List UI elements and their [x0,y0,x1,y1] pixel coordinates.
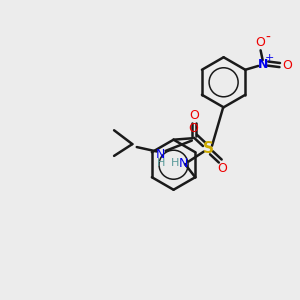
Text: O: O [255,36,265,49]
Text: N: N [156,148,166,161]
Text: -: - [265,31,270,45]
Text: H: H [171,158,180,168]
Text: S: S [202,141,213,156]
Text: N: N [179,157,188,170]
Text: O: O [218,163,228,176]
Text: O: O [283,59,292,72]
Text: N: N [258,58,269,71]
Text: H: H [157,158,165,168]
Text: O: O [188,122,198,135]
Text: +: + [265,53,274,63]
Text: O: O [189,109,199,122]
